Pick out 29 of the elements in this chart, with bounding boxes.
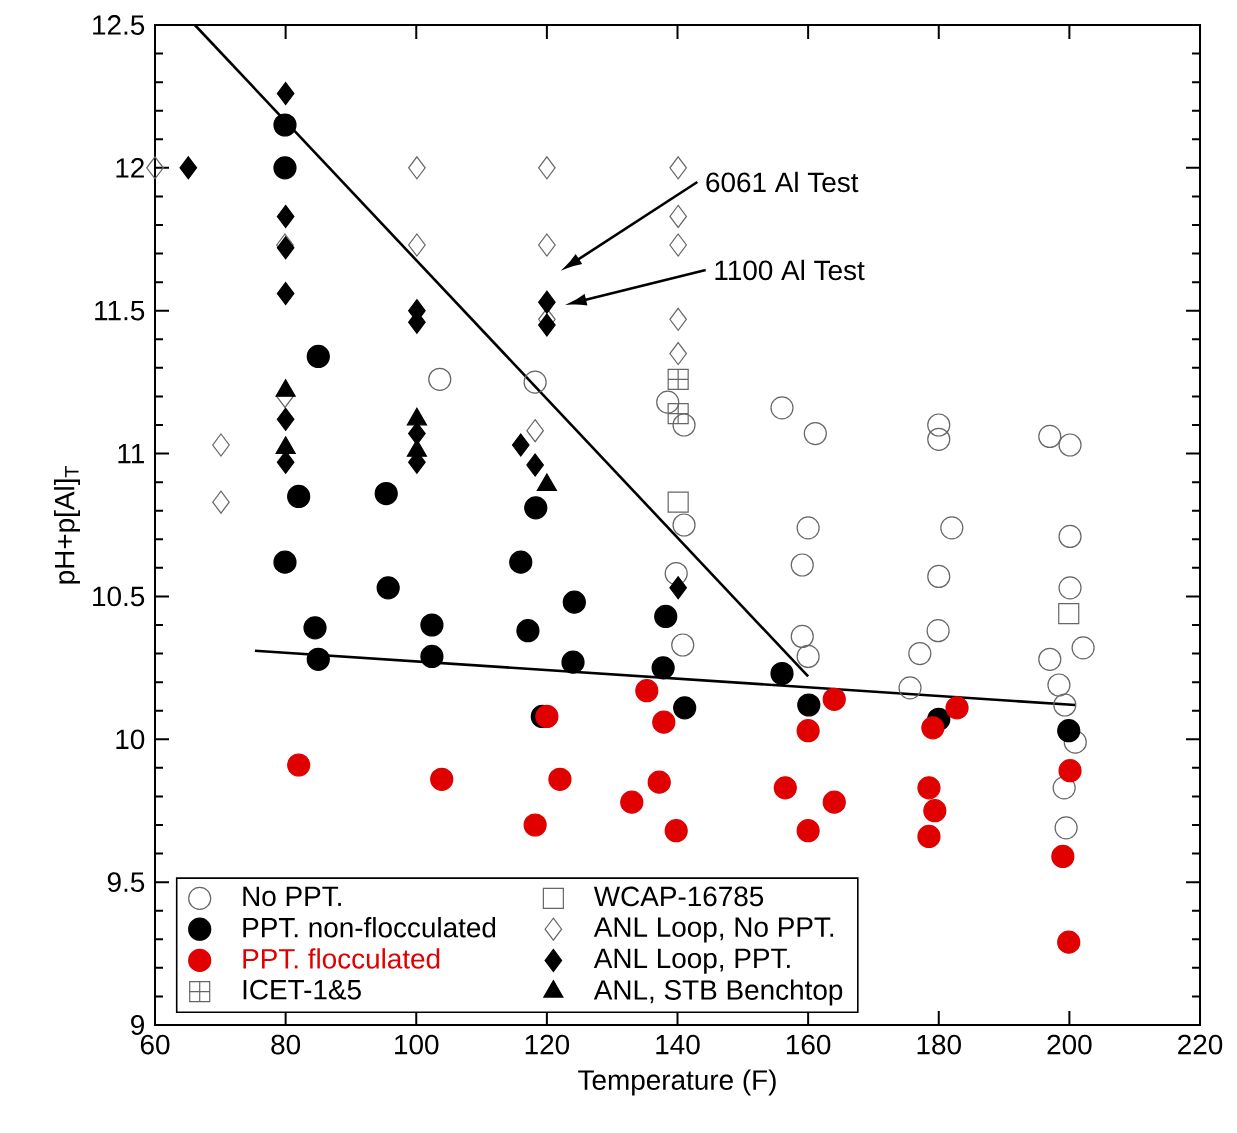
x-tick-label: 80 — [271, 1034, 301, 1055]
y-tick-label: 11 — [118, 443, 144, 464]
legend-label: ANL, STB Benchtop — [593, 979, 843, 1006]
legend-label: ICET-1&5 — [243, 979, 361, 1000]
y-axis-title: pH+p[Al]$_{T}$ — [54, 466, 81, 584]
legend-label: ANL Loop, No PPT. — [593, 917, 834, 943]
x-tick-label: 60 — [140, 1034, 170, 1055]
x-tick-label: 140 — [656, 1034, 700, 1055]
y-tick-label: 12 — [116, 158, 144, 178]
legend-label: PPT. flocculated — [243, 948, 440, 969]
x-tick-label: 100 — [395, 1034, 439, 1055]
y-tick-label: 12.5 — [93, 15, 145, 35]
y-tick-label: 10.5 — [93, 586, 145, 607]
x-tick-label: 180 — [917, 1034, 961, 1055]
legend-label: PPT. non-flocculated — [243, 917, 496, 938]
legend-label: ANL Loop, PPT. — [593, 948, 790, 974]
y-tick-label: 10 — [116, 729, 145, 750]
x-tick-label: 120 — [525, 1034, 570, 1055]
y-tick-label: 9 — [131, 1015, 144, 1035]
annotation: 6061 Al Test — [706, 171, 859, 193]
x-axis-title: Temperature (F) — [578, 1069, 776, 1096]
legend-label: No PPT. — [243, 886, 341, 907]
annotation: 1100 Al Test — [715, 259, 865, 281]
y-tick-label: 11.5 — [95, 300, 145, 321]
x-tick-label: 200 — [1047, 1034, 1092, 1055]
y-tick-label: 9.5 — [107, 872, 145, 893]
x-tick-label: 160 — [786, 1034, 831, 1055]
legend-label: WCAP-16785 — [593, 886, 764, 907]
x-tick-label: 220 — [1178, 1034, 1223, 1055]
